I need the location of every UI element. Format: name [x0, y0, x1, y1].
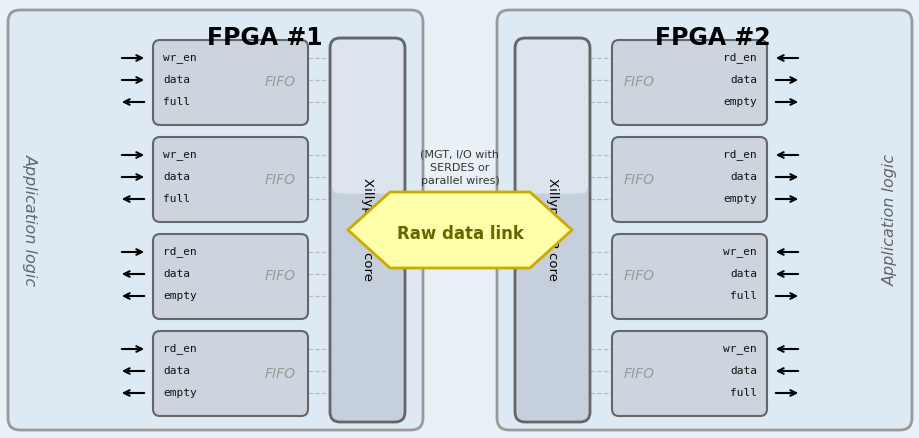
Text: data: data: [729, 269, 756, 279]
Text: (MGT, I/O with
SERDES or
parallel wires): (MGT, I/O with SERDES or parallel wires): [420, 150, 499, 186]
Text: empty: empty: [722, 194, 756, 204]
FancyBboxPatch shape: [516, 40, 587, 194]
Text: FIFO: FIFO: [265, 269, 296, 283]
FancyBboxPatch shape: [611, 137, 766, 222]
Text: data: data: [163, 75, 190, 85]
Text: FIFO: FIFO: [265, 75, 296, 89]
Text: FIFO: FIFO: [265, 173, 296, 187]
Text: rd_en: rd_en: [163, 247, 197, 258]
FancyBboxPatch shape: [153, 40, 308, 125]
Polygon shape: [347, 192, 572, 268]
Text: wr_en: wr_en: [722, 344, 756, 354]
FancyBboxPatch shape: [332, 40, 403, 194]
Text: FIFO: FIFO: [265, 367, 296, 381]
Text: FIFO: FIFO: [623, 173, 654, 187]
Text: FIFO: FIFO: [623, 269, 654, 283]
Text: data: data: [163, 366, 190, 376]
Text: rd_en: rd_en: [722, 149, 756, 160]
Text: data: data: [163, 172, 190, 182]
Text: empty: empty: [163, 291, 197, 301]
Text: rd_en: rd_en: [163, 343, 197, 354]
Text: FPGA #1: FPGA #1: [208, 26, 323, 50]
Text: full: full: [729, 291, 756, 301]
Text: data: data: [163, 269, 190, 279]
Text: data: data: [729, 75, 756, 85]
FancyBboxPatch shape: [611, 234, 766, 319]
Text: Raw data link: Raw data link: [396, 225, 523, 243]
FancyBboxPatch shape: [330, 38, 404, 422]
Text: empty: empty: [163, 388, 197, 398]
FancyBboxPatch shape: [611, 331, 766, 416]
Text: data: data: [729, 366, 756, 376]
FancyBboxPatch shape: [153, 234, 308, 319]
Text: FIFO: FIFO: [623, 367, 654, 381]
Text: wr_en: wr_en: [163, 150, 197, 160]
Text: full: full: [163, 194, 190, 204]
Text: FIFO: FIFO: [623, 75, 654, 89]
Text: FPGA #2: FPGA #2: [654, 26, 770, 50]
FancyBboxPatch shape: [496, 10, 911, 430]
FancyBboxPatch shape: [153, 137, 308, 222]
Text: Application logic: Application logic: [22, 154, 38, 286]
FancyBboxPatch shape: [515, 38, 589, 422]
Text: empty: empty: [722, 97, 756, 107]
Text: rd_en: rd_en: [722, 53, 756, 64]
Text: Xillyp2p IP core: Xillyp2p IP core: [545, 179, 559, 282]
Text: Application logic: Application logic: [881, 154, 897, 286]
Text: data: data: [729, 172, 756, 182]
Text: Xillyp2p IP core: Xillyp2p IP core: [360, 179, 374, 282]
Text: full: full: [729, 388, 756, 398]
Text: wr_en: wr_en: [722, 247, 756, 257]
FancyBboxPatch shape: [153, 331, 308, 416]
FancyBboxPatch shape: [611, 40, 766, 125]
Text: full: full: [163, 97, 190, 107]
Text: wr_en: wr_en: [163, 53, 197, 63]
FancyBboxPatch shape: [8, 10, 423, 430]
